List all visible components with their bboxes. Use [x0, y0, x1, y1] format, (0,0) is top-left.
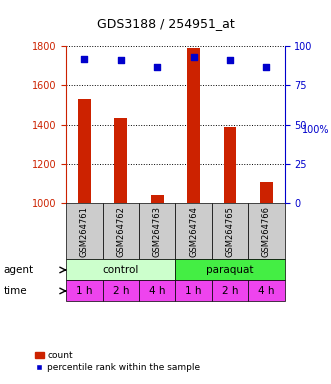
Bar: [248, 280, 285, 301]
Legend: count, percentile rank within the sample: count, percentile rank within the sample: [31, 348, 204, 376]
Point: [227, 57, 233, 63]
Bar: [248, 204, 285, 260]
Text: 4 h: 4 h: [258, 286, 275, 296]
Text: GSM264762: GSM264762: [116, 206, 125, 257]
Text: 2 h: 2 h: [113, 286, 129, 296]
Bar: [103, 280, 139, 301]
Text: time: time: [3, 286, 27, 296]
Text: control: control: [103, 265, 139, 275]
Text: GSM264763: GSM264763: [153, 206, 162, 257]
Bar: [224, 127, 236, 204]
Point: [118, 57, 123, 63]
Bar: [103, 204, 139, 260]
Text: 4 h: 4 h: [149, 286, 166, 296]
Text: GSM264761: GSM264761: [80, 206, 89, 257]
Text: GSM264766: GSM264766: [262, 206, 271, 257]
Bar: [187, 48, 200, 204]
Text: 1 h: 1 h: [185, 286, 202, 296]
Point: [264, 63, 269, 70]
Bar: [66, 280, 103, 301]
Bar: [66, 204, 103, 260]
Bar: [175, 204, 212, 260]
Text: GSM264765: GSM264765: [225, 206, 235, 257]
Y-axis label: 100%: 100%: [302, 125, 329, 135]
Text: agent: agent: [3, 265, 33, 275]
Text: paraquat: paraquat: [206, 265, 254, 275]
Bar: [175, 260, 285, 280]
Bar: [66, 260, 175, 280]
Point: [82, 56, 87, 62]
Text: GDS3188 / 254951_at: GDS3188 / 254951_at: [97, 17, 234, 30]
Bar: [139, 280, 175, 301]
Bar: [212, 280, 248, 301]
Bar: [78, 99, 91, 204]
Bar: [212, 204, 248, 260]
Text: 2 h: 2 h: [222, 286, 238, 296]
Point: [191, 54, 196, 60]
Bar: [115, 118, 127, 204]
Bar: [175, 280, 212, 301]
Bar: [260, 182, 273, 204]
Text: 1 h: 1 h: [76, 286, 93, 296]
Point: [155, 63, 160, 70]
Text: GSM264764: GSM264764: [189, 206, 198, 257]
Bar: [151, 195, 164, 204]
Bar: [139, 204, 175, 260]
